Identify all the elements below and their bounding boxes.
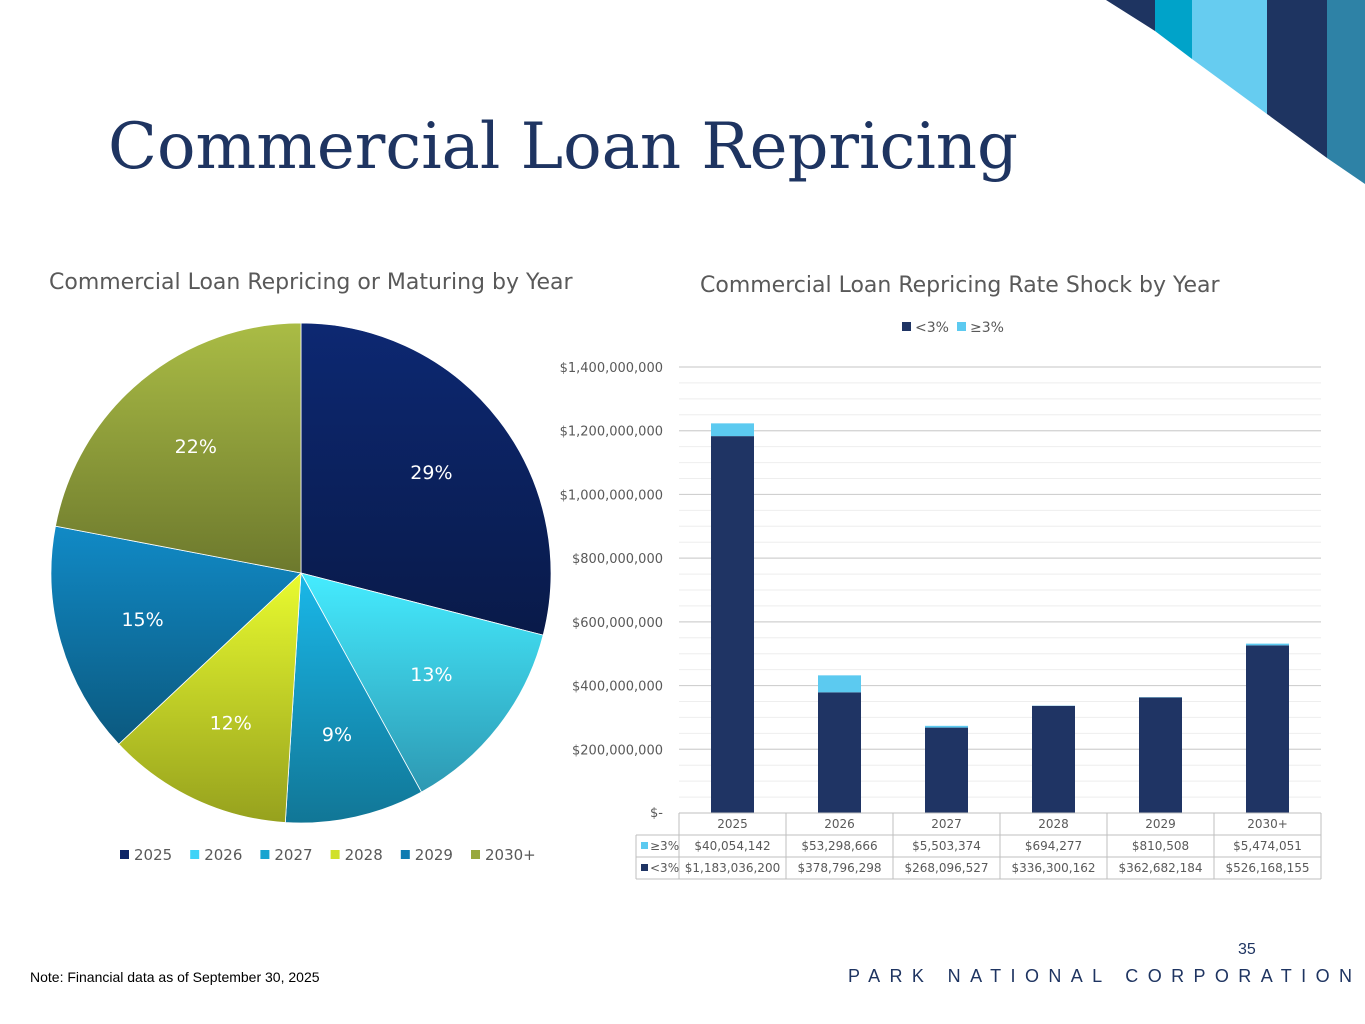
y-tick-label: $600,000,000 (572, 616, 663, 631)
pie-legend-label-2030+: 2030+ (485, 846, 536, 864)
bar-2030+-series-0 (1246, 645, 1289, 813)
pie-legend-label-2025: 2025 (134, 846, 172, 864)
table-cell: $336,300,162 (1012, 861, 1096, 875)
table-cell: $378,796,298 (798, 861, 882, 875)
pie-legend-swatch-2025 (120, 850, 129, 859)
pie-legend-label-2028: 2028 (345, 846, 383, 864)
pie-legend-label-2027: 2027 (274, 846, 312, 864)
data-table: 2025 2026 2027 2028 2029 2030+ ≥3% $40,054,142 $… (635, 812, 1322, 880)
y-tick-label: $1,000,000,000 (560, 488, 663, 503)
bar-2028-series-0 (1032, 705, 1075, 813)
bar-legend-swatch-1 (957, 322, 966, 331)
bar-2025-series-0 (711, 436, 754, 813)
pie-chart: 29% 13% 9% 12% 15% 22% 2025 2026 2027 2028 2029 203… (50, 322, 552, 864)
page-number: 35 (1238, 941, 1256, 958)
table-row-swatch (641, 864, 648, 871)
bar-2026-series-1 (818, 675, 861, 693)
slide-title: Commercial Loan Repricing (108, 110, 1018, 184)
x-tick-label: 2030+ (1247, 817, 1288, 831)
pie-data-label-2030+: 22% (175, 436, 217, 458)
pie-data-label-2026: 13% (410, 664, 452, 686)
x-tick-label: 2028 (1038, 817, 1069, 831)
pie-legend-swatch-2029 (400, 850, 410, 859)
corner-stripe-navy-2 (1267, 0, 1327, 158)
pie-data-label-2025: 29% (410, 462, 452, 484)
pie-slice-2026 (300, 572, 544, 793)
corner-decoration (1106, 0, 1365, 184)
bar-chart-title: Commercial Loan Repricing Rate Shock by … (700, 273, 1220, 298)
y-tick-label: $1,200,000,000 (560, 425, 663, 440)
table-cell: $40,054,142 (694, 839, 770, 853)
bar-2030+-series-1 (1246, 643, 1289, 646)
x-tick-label: 2027 (931, 817, 962, 831)
pie-chart-title: Commercial Loan Repricing or Maturing by… (49, 270, 573, 295)
pie-data-label-2029: 15% (121, 609, 163, 631)
table-cell: $53,298,666 (801, 839, 877, 853)
bar-legend-swatch-0 (902, 322, 911, 331)
table-cell: $1,183,036,200 (685, 861, 780, 875)
pie-slice-2027 (284, 571, 422, 824)
corner-stripe-light-blue (1192, 0, 1267, 114)
pie-slice-2030+ (54, 322, 302, 574)
pie-legend-swatch-2027 (260, 850, 270, 859)
table-row-label: <3% (650, 861, 679, 875)
pie-legend-swatch-2028 (330, 850, 340, 859)
table-cell: $362,682,184 (1119, 861, 1203, 875)
y-tick-label: $800,000,000 (572, 552, 663, 567)
bar-2026-series-0 (818, 692, 861, 813)
y-tick-label: $- (650, 806, 663, 821)
y-tick-label: $400,000,000 (572, 680, 663, 695)
corner-stripe-cyan (1155, 0, 1192, 59)
pie-legend-swatch-2026 (190, 850, 200, 859)
pie-legend-label-2029: 2029 (415, 846, 453, 864)
table-cell: $694,277 (1025, 839, 1082, 853)
table-cell: $526,168,155 (1226, 861, 1310, 875)
x-tick-label: 2025 (717, 817, 748, 831)
corner-stripe-navy-1 (1106, 0, 1155, 31)
table-cell: $268,096,527 (905, 861, 989, 875)
table-cell: $5,474,051 (1233, 839, 1302, 853)
x-tick-label: 2029 (1145, 817, 1176, 831)
table-row-label: ≥3% (650, 839, 679, 853)
corner-stripe-teal (1327, 0, 1365, 184)
pie-slice-2028 (118, 572, 302, 823)
company-name: PARK NATIONAL CORPORATION (848, 966, 1362, 986)
pie-data-label-2027: 9% (322, 724, 352, 746)
bar-2027-series-0 (925, 727, 968, 813)
table-cell: $5,503,374 (912, 839, 981, 853)
bar-legend-label-0: <3% (915, 320, 949, 336)
y-tick-label: $1,400,000,000 (560, 361, 663, 376)
y-tick-label: $200,000,000 (572, 743, 663, 758)
pie-data-label-2028: 12% (210, 712, 252, 734)
x-tick-label: 2026 (824, 817, 855, 831)
bar-legend-label-1: ≥3% (970, 320, 1004, 336)
table-cell: $810,508 (1132, 839, 1189, 853)
pie-legend-label-2026: 2026 (204, 846, 242, 864)
pie-slice-2025 (300, 322, 552, 636)
bar-2029-series-0 (1139, 697, 1182, 813)
table-row-swatch (641, 842, 648, 849)
stacked-bar-chart: $- $200,000,000 $400,000,000 $600,000,000 $8… (560, 320, 1322, 880)
pie-legend-swatch-2030+ (471, 850, 480, 859)
footnote: Note: Financial data as of September 30,… (30, 969, 320, 985)
bar-2025-series-1 (711, 423, 754, 437)
bar-2027-series-1 (925, 725, 968, 728)
pie-slice-2029 (50, 525, 302, 745)
